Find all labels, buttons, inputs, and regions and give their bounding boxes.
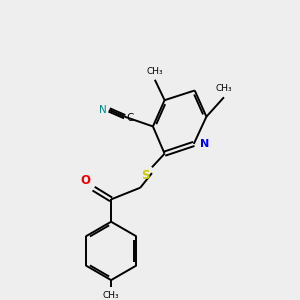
Text: CH₃: CH₃ (103, 291, 119, 300)
Text: CH₃: CH₃ (147, 67, 163, 76)
Text: N: N (100, 105, 107, 115)
Text: N: N (200, 139, 209, 149)
Text: O: O (81, 174, 91, 187)
Text: S: S (142, 169, 150, 182)
Text: CH₃: CH₃ (216, 84, 232, 93)
Text: C: C (127, 113, 134, 123)
